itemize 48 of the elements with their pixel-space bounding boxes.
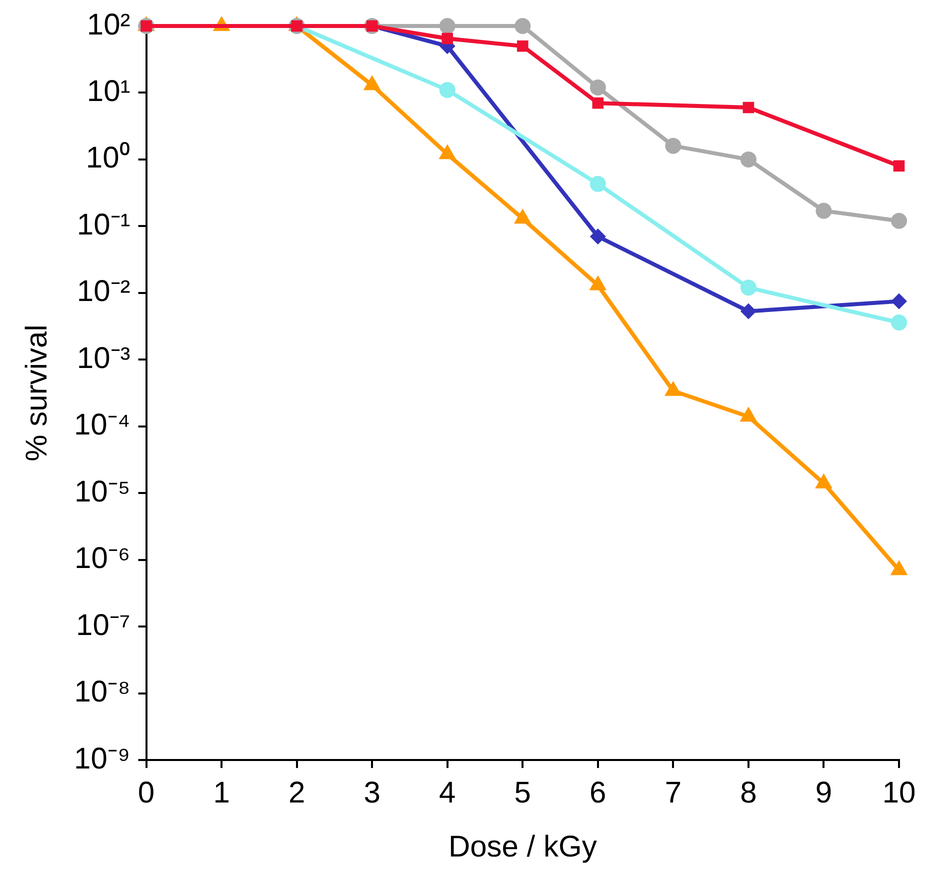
point (891, 314, 907, 331)
point (740, 406, 758, 422)
y-tick-label: 10⁻⁹ (74, 742, 130, 776)
point (742, 102, 754, 114)
x-tick-label: 0 (138, 776, 155, 810)
point (592, 97, 604, 109)
point (590, 176, 606, 192)
x-tick-label: 8 (740, 776, 757, 810)
point (891, 212, 907, 229)
y-tick-label: 10² (86, 8, 130, 42)
x-tick-label: 9 (815, 776, 832, 810)
y-axis-title: % survival (20, 324, 54, 462)
x-tick-label: 4 (439, 776, 456, 810)
x-tick-label: 2 (288, 776, 306, 810)
point (442, 32, 454, 44)
y-tick-label: 10⁻⁵ (74, 475, 130, 508)
y-tick-label: 10⁻¹ (76, 208, 130, 242)
point (815, 473, 832, 488)
point (439, 18, 456, 34)
point (740, 303, 756, 320)
x-tick-label: 7 (664, 776, 682, 810)
point (891, 293, 907, 310)
y-tick-label: 10¹ (86, 74, 130, 108)
x-tick-label: 5 (514, 776, 531, 810)
point (516, 40, 528, 52)
x-tick-label: 6 (590, 776, 606, 810)
y-tick-label: 10⁻⁷ (76, 608, 130, 642)
y-tick-label: 10⁰ (86, 142, 130, 175)
point (740, 280, 756, 296)
point (890, 560, 908, 576)
point (664, 380, 682, 396)
point (590, 228, 606, 245)
point (740, 151, 756, 168)
point (514, 18, 531, 34)
point (590, 79, 606, 96)
y-tick-label: 10⁻⁴ (74, 408, 130, 442)
point (816, 202, 832, 219)
point (665, 138, 682, 154)
y-tick-label: 10⁻³ (76, 342, 130, 375)
y-tick-label: 10⁻⁶ (74, 542, 130, 576)
y-tick-label: 10⁻² (76, 275, 130, 308)
y-tick-label: 10⁻⁸ (74, 676, 130, 709)
x-tick-label: 1 (213, 776, 230, 810)
x-tick-label: 10 (882, 776, 916, 810)
point (893, 160, 905, 172)
x-axis-title: Dose / kGy (448, 830, 597, 864)
point (439, 82, 456, 98)
x-tick-label: 3 (364, 776, 380, 810)
